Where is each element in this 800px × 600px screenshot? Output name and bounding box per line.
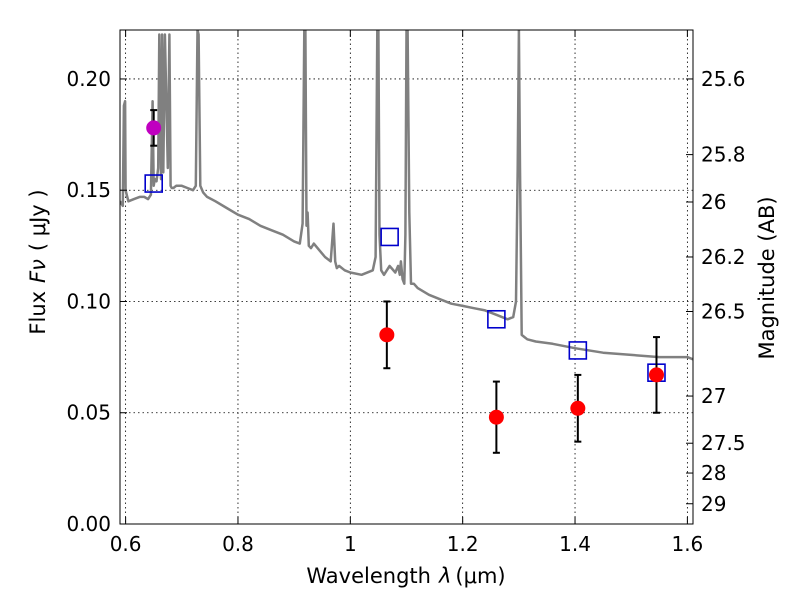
x-axis-label: Wavelength λ (μm)	[306, 564, 505, 588]
y-axis-label: FluxFν( μJy )	[26, 189, 50, 334]
data-markers	[144, 109, 666, 454]
photometry-point	[379, 327, 395, 343]
y-tick-label: 0.05	[66, 401, 111, 425]
photometry-point	[488, 409, 504, 425]
model-square-marker	[380, 227, 399, 247]
photometry-point	[570, 400, 586, 416]
x-tick-label: 1.4	[559, 532, 591, 556]
x-tick-label: 0.6	[110, 532, 142, 556]
y2-tick-label: 26.5	[701, 299, 746, 323]
axis-ticks	[120, 30, 693, 525]
model-square-marker	[144, 174, 164, 193]
y2-tick-label: 26	[701, 190, 726, 214]
y2-tick-label: 27	[701, 384, 726, 408]
y2-tick-label: 28	[701, 461, 726, 485]
y2-axis-label: Magnitude (AB)	[755, 196, 779, 359]
y2-tick-label: 26.2	[701, 245, 746, 269]
photometry-point	[146, 120, 162, 136]
y-tick-label: 0.00	[66, 512, 111, 536]
y2-tick-label: 25.8	[701, 143, 746, 167]
x-tick-label: 1.2	[447, 532, 479, 556]
y2-tick-label: 25.6	[701, 67, 746, 91]
x-tick-label: 1	[344, 532, 357, 556]
x-tick-label: 0.8	[222, 532, 254, 556]
x-tick-label: 1.6	[671, 532, 703, 556]
model-square-marker	[568, 341, 588, 360]
y-tick-label: 0.20	[66, 67, 111, 91]
axis-tick-labels: 0.6 0.8 1 1.2 1.4 1.6 0.00 0.05 0.10 0.15 0.20 25.6…	[66, 67, 745, 556]
y-tick-label: 0.15	[66, 178, 111, 202]
y2-tick-label: 27.5	[701, 431, 746, 455]
y2-tick-label: 29	[701, 492, 726, 516]
plot-frame	[119, 29, 694, 525]
photometry-point	[648, 367, 664, 383]
model-spectrum-line	[120, 30, 693, 361]
plot-area	[120, 30, 693, 454]
y-tick-label: 0.10	[66, 289, 111, 313]
model-square-marker	[487, 309, 506, 329]
